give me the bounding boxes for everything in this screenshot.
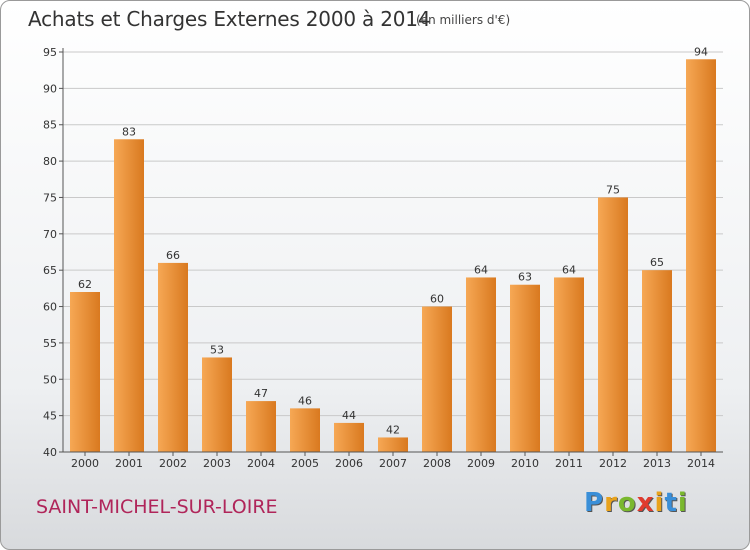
y-tick-label: 75 bbox=[43, 191, 57, 204]
x-tick-label: 2001 bbox=[115, 457, 143, 470]
chart-title: Achats et Charges Externes 2000 à 2014 bbox=[28, 7, 431, 31]
x-tick-label: 2014 bbox=[687, 457, 715, 470]
y-tick-label: 90 bbox=[43, 82, 57, 95]
logo-letter: i bbox=[654, 488, 665, 518]
y-tick-label: 55 bbox=[43, 337, 57, 350]
x-tick-label: 2010 bbox=[511, 457, 539, 470]
y-tick-label: 95 bbox=[43, 46, 57, 59]
y-tick-label: 70 bbox=[43, 228, 57, 241]
bar bbox=[686, 59, 716, 452]
logo-letter: t bbox=[664, 488, 678, 518]
bar-value-label: 75 bbox=[606, 183, 620, 196]
bars: 62 83 66 53 47 46 44 42 60 64 63 64 75 65 94 bbox=[70, 45, 716, 453]
y-tick-label: 65 bbox=[43, 264, 57, 277]
axes: 40 45 50 55 60 65 70 75 80 85 90 95 2000 2001 2002 2003… bbox=[43, 46, 723, 470]
chart-subtitle: (en milliers d'€) bbox=[416, 13, 511, 27]
x-tick-label: 2008 bbox=[423, 457, 451, 470]
y-tick-label: 50 bbox=[43, 373, 57, 386]
bar-value-label: 64 bbox=[474, 263, 488, 276]
bar bbox=[422, 306, 452, 452]
bar-value-label: 63 bbox=[518, 271, 532, 284]
bar bbox=[114, 139, 144, 453]
bar bbox=[158, 262, 188, 452]
x-tick-label: 2004 bbox=[247, 457, 275, 470]
town-name: SAINT-MICHEL-SUR-LOIRE bbox=[36, 496, 278, 518]
bar-value-label: 65 bbox=[650, 256, 664, 269]
logo-letter: i bbox=[677, 488, 688, 518]
logo-letter: r bbox=[604, 488, 618, 518]
logo-letter: o bbox=[617, 488, 637, 518]
y-tick-label: 60 bbox=[43, 301, 57, 314]
x-tick-label: 2000 bbox=[71, 457, 99, 470]
bar bbox=[202, 357, 232, 452]
bar bbox=[598, 197, 628, 452]
bar bbox=[290, 408, 320, 452]
bar-value-label: 64 bbox=[562, 263, 576, 276]
x-tick-label: 2005 bbox=[291, 457, 319, 470]
bar-value-label: 83 bbox=[122, 125, 136, 138]
bar-value-label: 46 bbox=[298, 394, 312, 407]
bar-value-label: 66 bbox=[166, 249, 180, 262]
bar-value-label: 94 bbox=[694, 45, 708, 58]
x-tick-label: 2007 bbox=[379, 457, 407, 470]
x-tick-label: 2009 bbox=[467, 457, 495, 470]
logo-letter: x bbox=[636, 488, 655, 518]
bar-value-label: 60 bbox=[430, 293, 444, 306]
bar-value-label: 42 bbox=[386, 423, 400, 436]
y-tick-label: 85 bbox=[43, 119, 57, 132]
bar bbox=[466, 277, 496, 452]
bar-value-label: 44 bbox=[342, 409, 356, 422]
bar bbox=[642, 270, 672, 452]
x-tick-label: 2003 bbox=[203, 457, 231, 470]
bar bbox=[510, 284, 540, 452]
x-tick-label: 2002 bbox=[159, 457, 187, 470]
x-tick-label: 2011 bbox=[555, 457, 583, 470]
proxiti-logo[interactable]: Proxiti bbox=[584, 488, 688, 518]
bar-value-label: 53 bbox=[210, 343, 224, 356]
y-tick-label: 40 bbox=[43, 446, 57, 459]
x-tick-label: 2006 bbox=[335, 457, 363, 470]
bar bbox=[554, 277, 584, 452]
x-tick-label: 2013 bbox=[643, 457, 671, 470]
bar-value-label: 47 bbox=[254, 387, 268, 400]
bar bbox=[334, 422, 364, 452]
bar-value-label: 62 bbox=[78, 278, 92, 291]
y-tick-label: 45 bbox=[43, 410, 57, 423]
bar bbox=[246, 401, 276, 452]
x-tick-label: 2012 bbox=[599, 457, 627, 470]
bar bbox=[378, 437, 408, 452]
y-tick-label: 80 bbox=[43, 155, 57, 168]
logo-letter: P bbox=[584, 488, 605, 518]
bar bbox=[70, 292, 100, 452]
